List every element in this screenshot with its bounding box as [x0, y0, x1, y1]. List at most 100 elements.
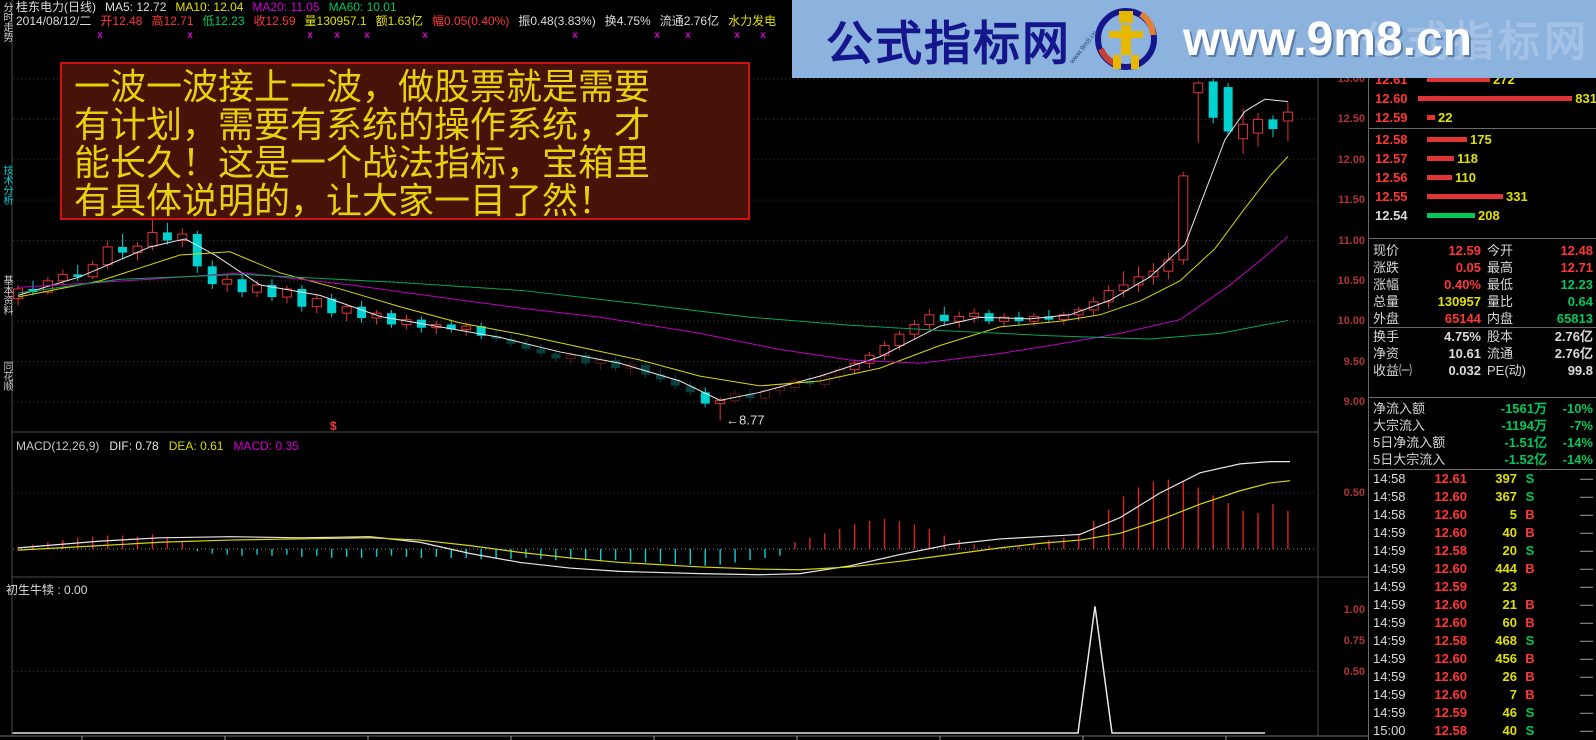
title-segment-2: MA10: 12.04 [175, 0, 244, 14]
candle-body-up [1193, 82, 1204, 94]
order-book-bar [1427, 156, 1454, 161]
sub-axis-label: 0.50 [1343, 665, 1365, 678]
fund-flow-panel: 净流入额 -1561万 -10% 大宗流入 -1194万 -7% 5日净流入额 -1.51亿 -… [1369, 397, 1596, 468]
candle-body-down [162, 232, 172, 241]
fund-flow-row: 净流入额 -1561万 -10% [1369, 400, 1596, 417]
price-axis-label: 9.00 [1343, 396, 1365, 408]
quote-row: 换手 4.75% 股本 2.76亿 [1369, 328, 1596, 345]
candle-body-up [102, 246, 113, 266]
info-segment-3: 低12.23 [202, 14, 245, 28]
tick-volume: 456 [1495, 651, 1517, 666]
tick-volume: 23 [1502, 579, 1517, 594]
candle-body-up [222, 278, 233, 285]
tick-time: 14:59 [1373, 705, 1406, 720]
order-book-volume: 208 [1478, 208, 1500, 223]
ad-banner: 公式指标网 公式指标网 www.9m8.cn www.9m8.cn [792, 0, 1596, 78]
fund-flow-label: 5日净流入额 [1373, 435, 1446, 450]
quote-row: 涨幅 0.40% 最低 12.23 [1369, 276, 1596, 293]
tick-price: 12.59 [1434, 705, 1467, 720]
sidebar-tab-3[interactable]: 基本资料 [1, 275, 12, 315]
quote-label: 股本 [1487, 329, 1514, 344]
fund-flow-value: -1.51亿 [1504, 435, 1547, 450]
tick-volume: 7 [1509, 687, 1517, 702]
candle-body-up [177, 233, 188, 241]
tick-side: S [1525, 633, 1535, 648]
tick-price: 12.60 [1434, 525, 1467, 540]
tick-time: 14:59 [1373, 561, 1406, 576]
fund-flow-value: -1561万 [1500, 401, 1547, 416]
order-book-row[interactable]: 12.54 208 [1369, 206, 1596, 225]
order-book-bar [1427, 213, 1475, 218]
candle-body-down [491, 335, 501, 340]
banner-url: www.9m8.cn [1183, 12, 1472, 66]
sidebar-tab-2[interactable]: 技术分析 [1, 165, 12, 205]
candle-body-down [1208, 81, 1218, 118]
macd-indicator-header: MACD(12,26,9) DIF: 0.78 DEA: 0.61 MACD: 0.3… [16, 439, 309, 453]
order-book-volume: 22 [1438, 110, 1453, 125]
tick-row: 14:59 12.60 60 B — [1369, 614, 1596, 632]
signal-mark: x [187, 30, 193, 41]
tick-row: 14:59 12.60 40 B — [1369, 524, 1596, 542]
signal-mark: x [334, 30, 340, 41]
info-segment-7: 幅0.05(0.40%) [431, 14, 510, 28]
order-book-row[interactable]: 12.55 331 [1369, 187, 1596, 206]
tick-volume: 397 [1495, 471, 1517, 486]
candle-body-down [670, 379, 680, 386]
quote-value: 65813 [1556, 311, 1593, 326]
tick-side: B [1525, 525, 1535, 540]
ma20-line [17, 236, 1289, 364]
order-book-volume: 175 [1470, 132, 1492, 147]
chart-info-bar: 2014/08/12/二 开12.48 高12.71 低12.23 收12.59 量130… [16, 14, 785, 28]
tick-row: 14:58 12.61 397 S — [1369, 470, 1596, 488]
tick-list[interactable]: 14:58 12.61 397 S — 14:58 12.60 367 S — 14:58 12.60… [1369, 469, 1596, 740]
order-book-row[interactable]: 12.58 175 [1369, 130, 1596, 149]
tick-price: 12.60 [1434, 597, 1467, 612]
quote-value: 65144 [1444, 311, 1481, 326]
candle-body-up [924, 314, 935, 325]
info-segment-10: 流通2.76亿 [659, 14, 720, 28]
fund-flow-label: 大宗流入 [1373, 418, 1426, 433]
order-book-bar [1417, 96, 1573, 101]
fund-flow-pct: -14% [1562, 452, 1593, 467]
candle-body-up [969, 312, 980, 317]
macd-header-segment-2: DEA: 0.61 [168, 439, 224, 453]
sidebar-tab-4[interactable]: 同花顺 [1, 361, 12, 391]
banner-site-name: 公式指标网 [826, 16, 1071, 70]
quote-value: 12.48 [1560, 243, 1593, 258]
quote-label: 涨跌 [1373, 260, 1400, 275]
quote-value: 0.64 [1567, 294, 1593, 309]
tick-price: 12.60 [1434, 615, 1467, 630]
tick-side: B [1525, 561, 1535, 576]
candle-body-down [685, 385, 695, 393]
tick-volume: 444 [1495, 561, 1517, 576]
signal-mark: x [97, 30, 103, 41]
candle-body-down [551, 353, 561, 359]
candle-body-up [1118, 284, 1129, 292]
order-book-volume: 110 [1455, 170, 1476, 185]
tick-side: B [1525, 687, 1535, 702]
order-book-row[interactable]: 12.57 118 [1369, 149, 1596, 168]
candle-body-down [805, 381, 815, 385]
order-book-bar [1427, 137, 1467, 142]
quote-value: 12.71 [1560, 260, 1593, 275]
quote-value: 2.76亿 [1554, 346, 1593, 361]
sidebar-tab-1[interactable]: 分时走势 [1, 2, 12, 42]
signal-mark: x [760, 30, 766, 41]
quote-value: 130957 [1437, 294, 1481, 309]
sub-indicator-separator: : [54, 583, 65, 597]
candle-body-down [506, 339, 516, 344]
tick-row: 14:59 12.60 456 B — [1369, 650, 1596, 668]
order-book-row[interactable]: 12.59 22 [1369, 108, 1596, 127]
candle-body-up [954, 315, 965, 322]
tick-row: 14:59 12.58 468 S — [1369, 632, 1596, 650]
candle-body-down [267, 284, 277, 298]
order-book-row[interactable]: 12.60 831 [1369, 89, 1596, 108]
fund-flow-pct: -7% [1569, 418, 1593, 433]
fund-flow-row: 5日大宗流入 -1.52亿 -14% [1369, 451, 1596, 468]
fund-flow-value: -1.52亿 [1504, 452, 1547, 467]
tick-row: 14:59 12.60 7 B — [1369, 686, 1596, 704]
order-book-price: 12.57 [1375, 151, 1408, 166]
order-book-row[interactable]: 12.56 110 [1369, 168, 1596, 187]
tick-dash: — [1580, 615, 1593, 630]
